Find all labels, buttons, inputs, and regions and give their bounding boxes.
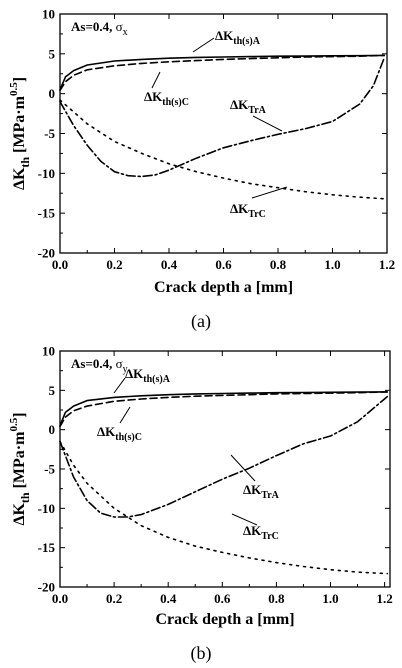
panel-caption: (b)	[191, 643, 212, 664]
x-tick-label: 0.6	[215, 257, 232, 272]
y-tick-label: 0	[49, 86, 56, 101]
y-tick-label: -15	[38, 206, 56, 221]
series-leader-thA	[192, 37, 215, 53]
y-axis-label: ΔKth [MPa·m0.5]	[8, 77, 32, 190]
series-leader-thC	[119, 406, 131, 424]
panel-caption: (a)	[191, 311, 211, 332]
panel-annotation: As=0.4, σy	[71, 356, 128, 375]
y-tick-label: -10	[38, 501, 55, 516]
series-leader-TrC	[231, 513, 258, 526]
x-axis-label: Crack depth a [mm]	[154, 279, 293, 296]
panel-annotation: As=0.4, σx	[71, 19, 128, 38]
y-tick-label: 5	[49, 383, 56, 398]
series-label-TrC: ΔKTrC	[230, 201, 266, 220]
x-tick-label: 1.0	[322, 591, 338, 606]
series-line-thA	[59, 54, 386, 91]
series-leader-TrA	[252, 115, 283, 132]
y-tick-label: -5	[44, 126, 55, 141]
x-tick-label: 0.8	[268, 591, 285, 606]
x-tick-label: 0.6	[214, 591, 231, 606]
series-label-thC: ΔKth(s)C	[144, 89, 189, 108]
x-tick-label: 0.4	[161, 257, 178, 272]
y-tick-label: -20	[38, 580, 55, 595]
y-tick-label: 0	[49, 422, 56, 437]
y-tick-label: -20	[38, 246, 55, 261]
series-line-thA	[59, 391, 389, 427]
series-leader-thC	[151, 71, 161, 89]
y-tick-label: 10	[42, 7, 55, 22]
x-tick-label: 1.2	[376, 591, 392, 606]
series-line-TrA	[59, 56, 386, 178]
series-label-thC: ΔKth(s)C	[97, 424, 142, 443]
series-line-TrC	[59, 440, 389, 575]
series-leader-TrC	[251, 186, 288, 199]
series-line-thC	[59, 391, 389, 428]
plot-frame	[59, 350, 391, 588]
series-line-thC	[59, 54, 386, 92]
chart-panel-1: 0.0 0.2 0.4 0.6 0.8 1.0 1.2 10 5 0 -5 -10 -15 -20 ΔKth…	[8, 7, 395, 333]
y-axis-label: ΔKth [MPa·m0.5]	[8, 412, 32, 525]
series-label-TrC: ΔKTrC	[243, 523, 279, 542]
series-label-thA: ΔKth(s)A	[125, 366, 171, 385]
series-label-TrA: ΔKTrA	[243, 482, 280, 501]
y-tick-label: 5	[49, 46, 56, 61]
plot-frame	[59, 13, 388, 254]
series-label-TrA: ΔKTrA	[230, 97, 267, 116]
y-tick-label: 10	[42, 344, 55, 359]
series-leader-TrA	[230, 454, 256, 482]
x-tick-label: 0.0	[52, 257, 68, 272]
x-tick-label: 0.4	[160, 591, 177, 606]
x-tick-label: 0.2	[106, 257, 122, 272]
y-tick-label: -15	[38, 540, 56, 555]
y-tick-label: -5	[44, 462, 55, 477]
x-axis-label: Crack depth a [mm]	[155, 611, 294, 628]
series-label-thA: ΔKth(s)A	[215, 28, 261, 47]
y-tick-label: -10	[38, 166, 55, 181]
series-leader-thA	[113, 377, 126, 394]
chart-panel-2: 0.0 0.2 0.4 0.6 0.8 1.0 1.2 10 5 0 -5 -10 -15 -20 ΔKth…	[8, 344, 393, 665]
x-tick-label: 0.0	[52, 591, 68, 606]
x-tick-label: 1.0	[324, 257, 340, 272]
series-line-TrC	[59, 99, 386, 200]
series-line-TrA	[59, 395, 389, 518]
x-tick-label: 1.2	[379, 257, 395, 272]
x-tick-label: 0.2	[106, 591, 122, 606]
x-tick-label: 0.8	[270, 257, 287, 272]
